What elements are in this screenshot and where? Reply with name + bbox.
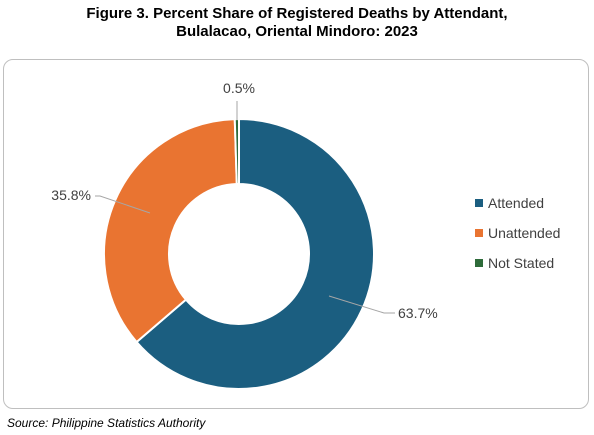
source-note: Source: Philippine Statistics Authority [7,416,206,430]
donut-slice-not-stated [233,117,240,186]
chart-title-line-2: Bulalacao, Oriental Mindoro: 2023 [176,23,418,40]
legend-swatch-attended [475,199,483,207]
chart-title-line-1: Figure 3. Percent Share of Registered De… [86,5,508,22]
chart-title: Figure 3. Percent Share of Registered De… [0,5,594,41]
legend-label-unattended: Unattended [488,225,560,241]
legend-swatch-not-stated [475,259,483,267]
data-label-attended: 63.7% [398,305,438,321]
donut-slice-attended [135,117,375,390]
legend-label-attended: Attended [488,195,544,211]
leader-line-unattended [95,195,151,214]
leader-line-attended [328,295,395,314]
data-label-not-stated: 0.5% [223,80,255,96]
legend-swatch-unattended [475,229,483,237]
data-label-unattended: 35.8% [51,187,91,203]
legend-label-not-stated: Not Stated [488,255,554,271]
donut-slice-unattended [103,118,238,344]
